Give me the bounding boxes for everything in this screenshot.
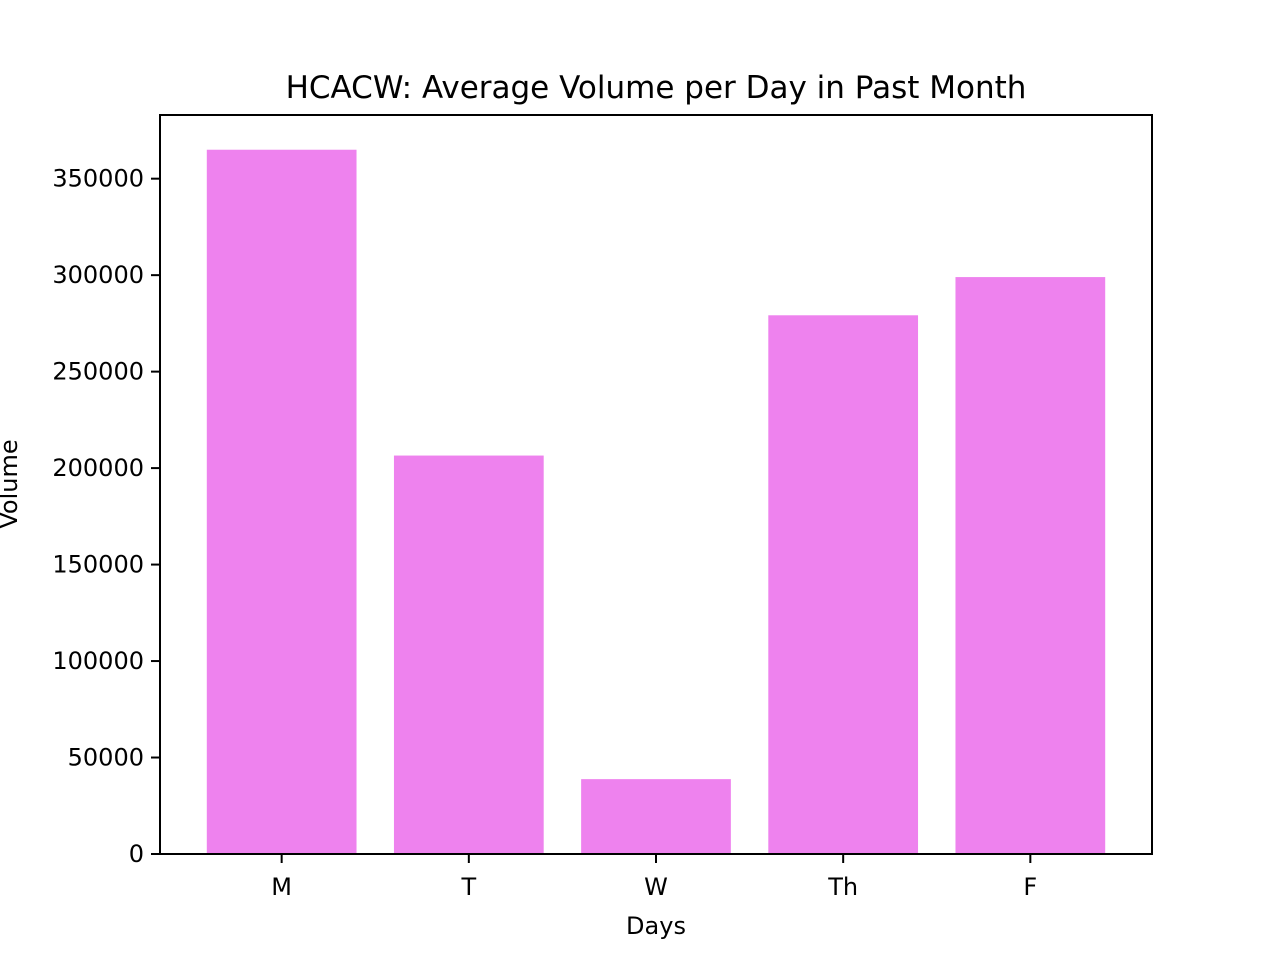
y-tick-label: 250000 [52,358,144,386]
y-axis: 0 50000 100000 150000 200000 250000 300000 3500… [52,165,160,868]
y-tick-label: 300000 [52,261,144,289]
y-tick-label: 100000 [52,647,144,675]
chart-title: HCACW: Average Volume per Day in Past Mo… [286,70,1027,106]
x-tick-label: T [460,873,476,901]
bars-group [206,149,1106,855]
bar-f [955,277,1106,854]
y-tick-label: 200000 [52,454,144,482]
x-axis-label: Days [626,912,686,940]
x-axis: M T W Th F [271,854,1037,901]
bar-t [393,455,544,854]
x-tick-label: F [1023,873,1037,901]
y-tick-label: 150000 [52,551,144,579]
bar-w [581,779,731,854]
bar-th [768,315,919,855]
y-tick-label: 50000 [68,744,144,772]
y-axis-label: Volume [0,439,23,528]
x-tick-label: Th [827,873,858,901]
x-tick-label: M [271,873,292,901]
x-tick-label: W [644,873,668,901]
y-tick-label: 0 [129,840,144,868]
y-tick-label: 350000 [52,165,144,193]
bar-m [206,149,357,854]
